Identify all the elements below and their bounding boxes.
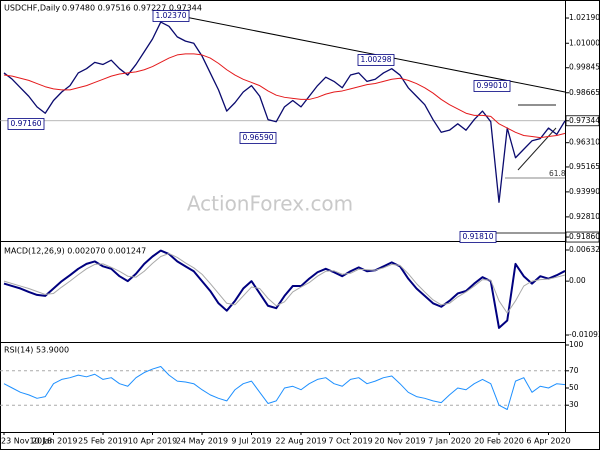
y-tick-label: 100 <box>569 340 584 349</box>
y-tick-label: 0.93990 <box>569 187 600 196</box>
x-tick-label: 24 May 2019 <box>176 437 228 446</box>
y-tick-label: 0.92810 <box>569 212 600 221</box>
y-tick-label: 0.99845 <box>569 63 600 72</box>
y-tick-label: 1.02190 <box>569 13 600 22</box>
y-tick-label: 0.91860 <box>569 232 600 241</box>
annotation-box <box>473 80 511 92</box>
x-tick-label: 22 Aug 2019 <box>275 437 326 446</box>
annotation: 0.97160 <box>10 119 41 128</box>
x-tick-label: 9 Jul 2019 <box>231 437 271 446</box>
annotation: 61.8 <box>549 169 566 178</box>
y-tick-label: 0.006321 <box>569 245 600 254</box>
y-tick-label: 70 <box>569 366 579 375</box>
y-tick-label: 0.00 <box>569 276 586 285</box>
y-tick-label: -0.010939 <box>569 330 600 339</box>
range-line <box>517 127 557 171</box>
x-tick-label: 20 Nov 2019 <box>374 437 425 446</box>
annotation-box <box>239 132 277 144</box>
trend-line <box>159 11 566 93</box>
y-tick-label: 0.95165 <box>569 162 600 171</box>
watermark: ActionForex.com <box>187 192 353 216</box>
y-tick-label: 50 <box>569 383 579 392</box>
annotation: 1.00298 <box>360 55 391 64</box>
x-tick-label: 25 Feb 2019 <box>78 437 128 446</box>
x-tick-label: 10 Apr 2019 <box>128 437 177 446</box>
y-tick-label: 0.97344 <box>569 116 600 125</box>
x-tick-label: 20 Feb 2020 <box>474 437 524 446</box>
annotation-box <box>7 118 45 130</box>
annotation: 0.99010 <box>476 81 507 90</box>
y-tick-label: 30 <box>569 400 579 409</box>
x-tick-label: 7 Oct 2019 <box>328 437 372 446</box>
y-tick-label: 0.98665 <box>569 88 600 97</box>
y-tick-label: 0.96310 <box>569 138 600 147</box>
annotation-box <box>357 54 395 66</box>
rsi-title: RSI(14) 53.9000 <box>4 346 69 355</box>
y-tick-label: 1.01000 <box>569 38 600 47</box>
x-tick-label: 10 Jan 2019 <box>30 437 78 446</box>
x-tick-label: 7 Jan 2020 <box>428 437 471 446</box>
annotation-box <box>152 10 190 22</box>
macd-title: MACD(12,26,9) 0.002070 0.001247 <box>4 247 146 256</box>
series-line <box>3 21 566 203</box>
series-line <box>3 253 566 314</box>
annotation: 0.91810 <box>462 232 493 241</box>
x-tick-label: 6 Apr 2020 <box>526 437 570 446</box>
series-line <box>3 249 566 329</box>
x-tick-label: 23 Nov 2018 <box>1 437 52 446</box>
annotation: 1.02370 <box>155 11 186 20</box>
annotation-box <box>459 231 497 243</box>
annotation: 0.96590 <box>242 133 273 142</box>
chart-title: USDCHF,Daily <box>4 4 60 13</box>
ohlc-values: 0.97480 0.97516 0.97227 0.97344 <box>62 4 202 13</box>
series-line <box>3 366 566 410</box>
series-line <box>3 53 566 139</box>
